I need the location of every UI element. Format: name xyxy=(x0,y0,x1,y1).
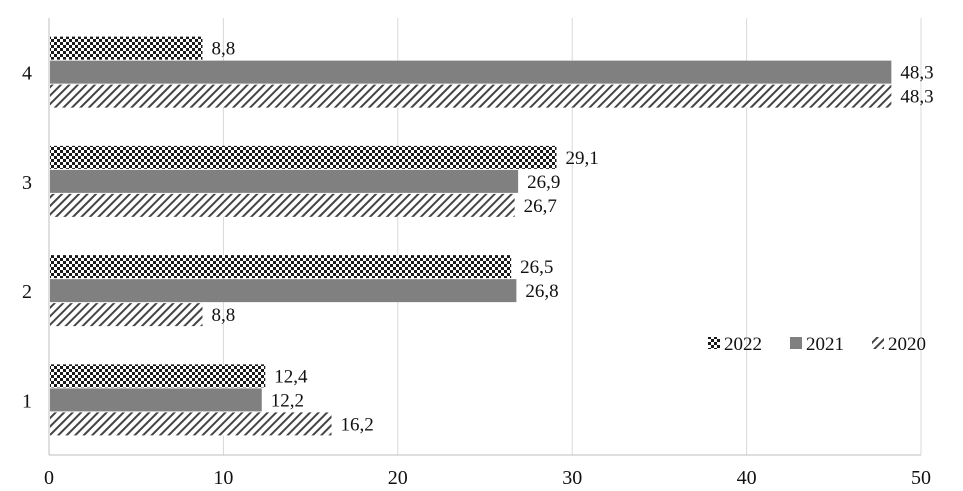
x-tick-label: 10 xyxy=(213,467,233,489)
bar-2022-cat-1 xyxy=(50,364,266,388)
bar-2020-cat-3 xyxy=(50,193,515,217)
data-label: 12,2 xyxy=(271,390,304,411)
data-label: 26,8 xyxy=(525,281,558,302)
bar-2022-cat-2 xyxy=(50,255,512,279)
bar-2022-cat-4 xyxy=(50,36,203,60)
category-label: 1 xyxy=(22,390,32,412)
bar-2021-cat-3 xyxy=(50,169,519,193)
category-label: 3 xyxy=(22,172,32,194)
x-tick-label: 20 xyxy=(388,467,408,489)
x-tick-label: 0 xyxy=(44,467,54,489)
bar-2020-cat-4 xyxy=(50,84,892,108)
data-label: 16,2 xyxy=(341,414,374,435)
axes: 0 10 20 30 40 50 1 2 3 4 xyxy=(22,18,931,489)
legend-swatch-2021 xyxy=(790,337,802,349)
data-label: 26,7 xyxy=(524,196,557,217)
bars xyxy=(50,36,892,436)
bar-2021-cat-4 xyxy=(50,60,892,84)
x-tick-label: 30 xyxy=(562,467,582,489)
data-label: 29,1 xyxy=(566,148,599,169)
category-label: 2 xyxy=(22,281,32,303)
legend-label-2021: 2021 xyxy=(806,334,844,355)
legend-label-2020: 2020 xyxy=(888,334,926,355)
bar-2022-cat-3 xyxy=(50,145,557,169)
data-label: 8,8 xyxy=(211,305,235,326)
x-tick-label: 50 xyxy=(911,467,931,489)
data-label: 48,3 xyxy=(900,87,933,108)
data-label: 8,8 xyxy=(211,39,235,60)
data-label: 26,9 xyxy=(527,172,560,193)
category-label: 4 xyxy=(22,63,32,85)
legend-label-2022: 2022 xyxy=(724,334,762,355)
data-label: 12,4 xyxy=(274,366,308,387)
legend-swatch-2020 xyxy=(872,337,884,349)
data-label: 48,3 xyxy=(900,63,933,84)
bar-2021-cat-1 xyxy=(50,388,262,412)
x-tick-label: 40 xyxy=(737,467,757,489)
bar-2020-cat-1 xyxy=(50,412,332,436)
bar-2021-cat-2 xyxy=(50,279,517,303)
data-labels: 12,4 12,2 16,2 26,5 26,8 8,8 29,1 26,9 26,7 8,8 48… xyxy=(211,39,933,436)
legend: 2022 2021 2020 xyxy=(708,334,926,355)
bar-2020-cat-2 xyxy=(50,303,203,327)
data-label: 26,5 xyxy=(520,257,553,278)
legend-swatch-2022 xyxy=(708,337,720,349)
